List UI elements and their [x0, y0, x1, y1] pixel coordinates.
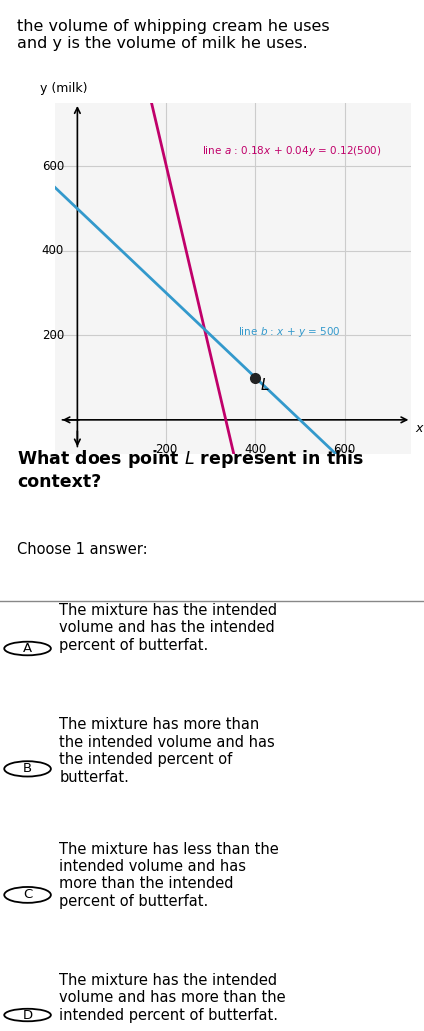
- Text: 600: 600: [42, 160, 64, 173]
- Text: 200: 200: [155, 443, 178, 456]
- Text: The mixture has the intended
volume and has the intended
percent of butterfat.: The mixture has the intended volume and …: [59, 603, 277, 653]
- Text: 600: 600: [333, 443, 356, 456]
- Text: C: C: [23, 889, 32, 901]
- Text: A: A: [23, 642, 32, 655]
- Text: 400: 400: [244, 443, 267, 456]
- Text: The mixture has less than the
intended volume and has
more than the intended
per: The mixture has less than the intended v…: [59, 841, 279, 908]
- Text: Choose 1 answer:: Choose 1 answer:: [17, 542, 148, 558]
- Text: y (milk): y (milk): [40, 81, 88, 95]
- Text: 200: 200: [42, 329, 64, 342]
- Text: 400: 400: [42, 244, 64, 258]
- Text: line $a$ : 0.18$x$ + 0.04$y$ = 0.12(500): line $a$ : 0.18$x$ + 0.04$y$ = 0.12(500): [202, 143, 382, 158]
- Text: B: B: [23, 762, 32, 775]
- Text: What does point $L$ represent in this
context?: What does point $L$ represent in this co…: [17, 448, 364, 492]
- Text: the volume of whipping cream he uses
and y is the volume of milk he uses.: the volume of whipping cream he uses and…: [17, 19, 329, 51]
- Text: The mixture has more than
the intended volume and has
the intended percent of
bu: The mixture has more than the intended v…: [59, 718, 275, 785]
- Text: The mixture has the intended
volume and has more than the
intended percent of bu: The mixture has the intended volume and …: [59, 973, 286, 1023]
- Text: $L$: $L$: [260, 377, 270, 393]
- Text: D: D: [22, 1008, 33, 1022]
- Text: line $b$ : $x$ + $y$ = 500: line $b$ : $x$ + $y$ = 500: [237, 326, 340, 339]
- Text: x (cream: x (cream: [416, 422, 424, 435]
